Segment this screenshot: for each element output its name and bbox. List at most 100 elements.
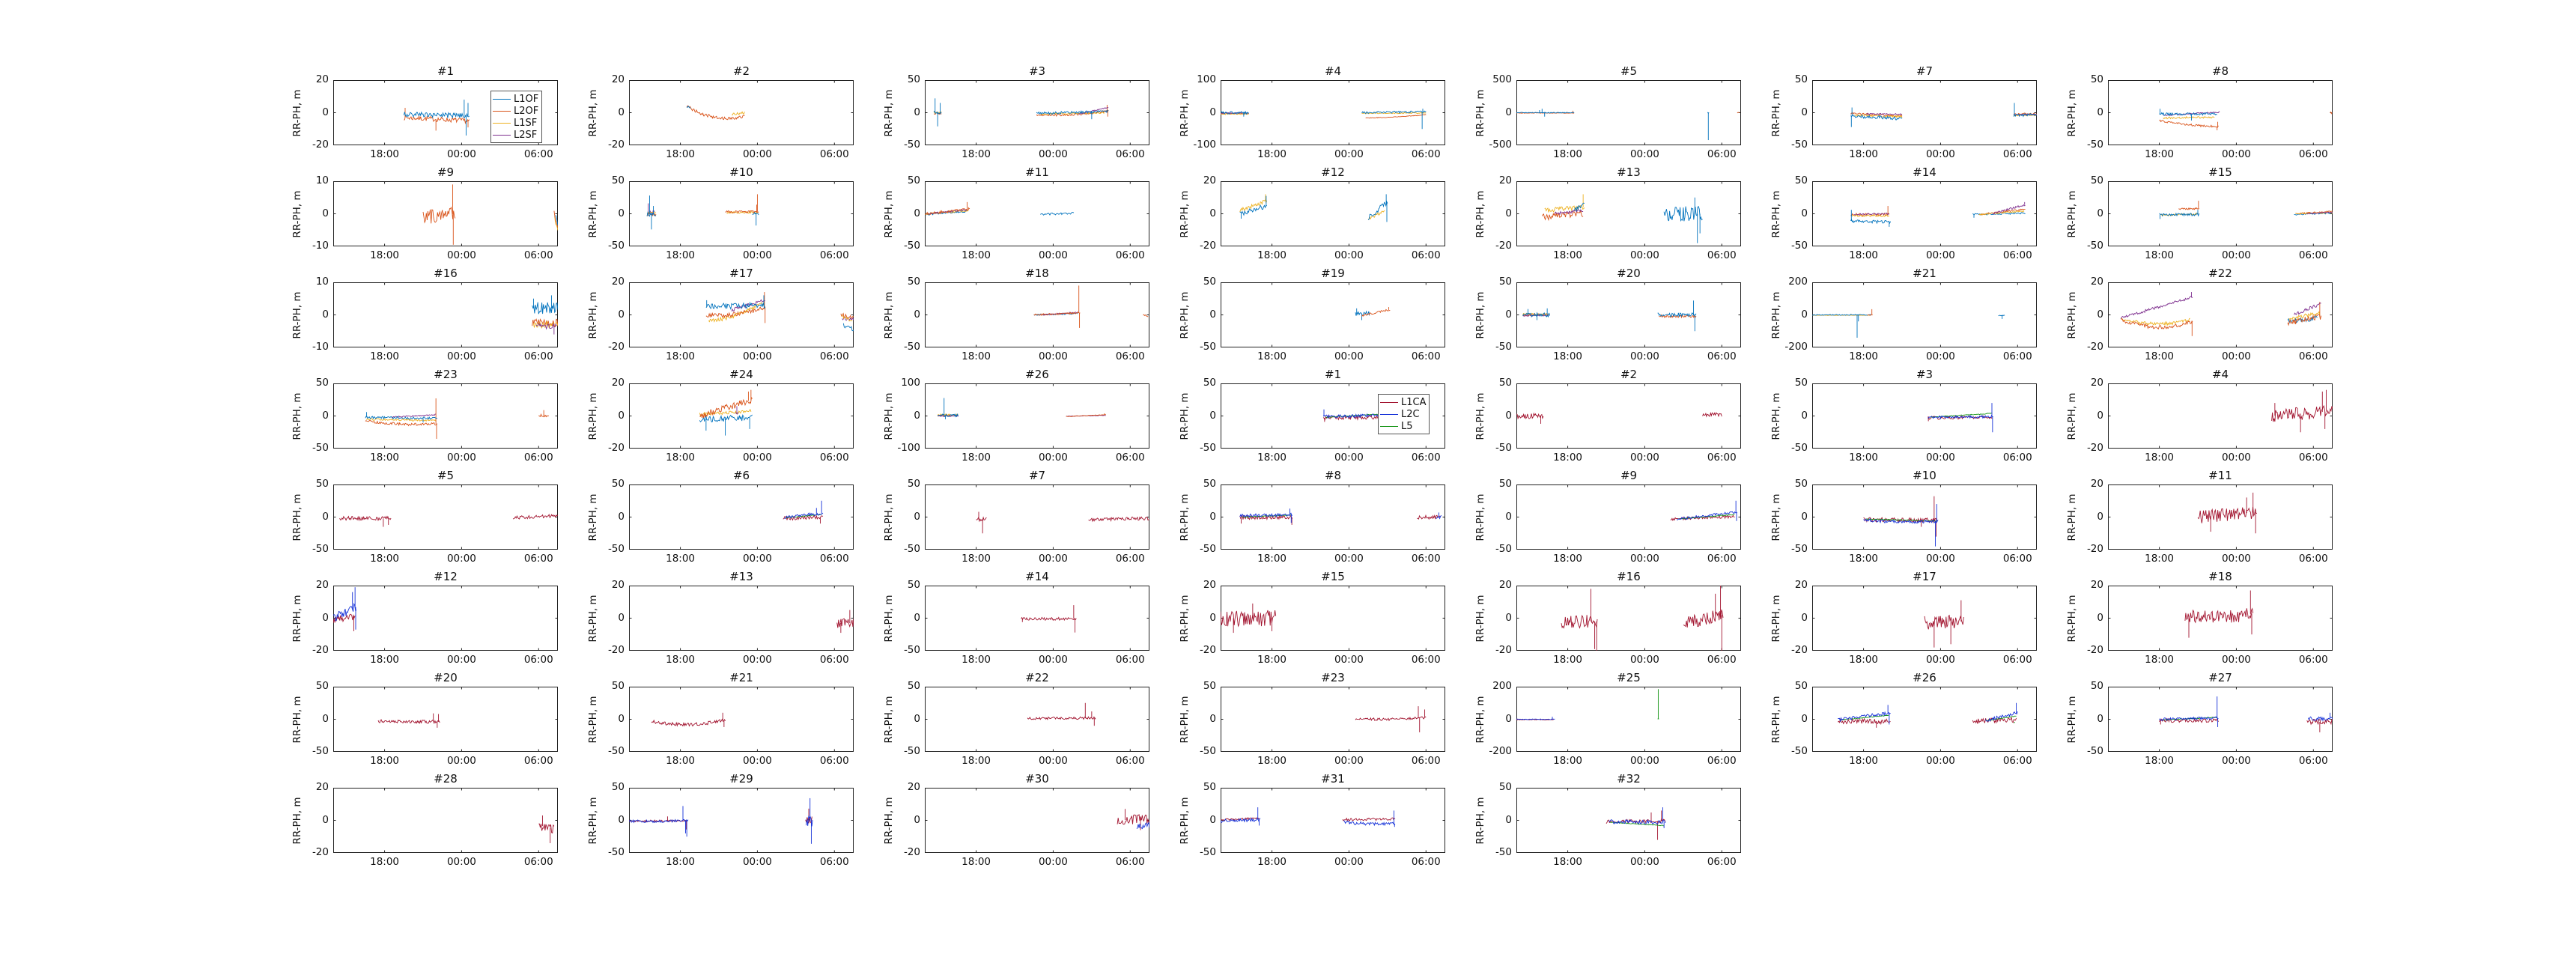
plot-area — [629, 687, 854, 752]
y-tick-label: -20 — [2086, 543, 2103, 555]
y-tick-label: -50 — [607, 240, 625, 252]
x-tick-label: 18:00 — [2145, 755, 2175, 767]
y-tick-label: 50 — [1794, 478, 1808, 490]
x-tick-label: 18:00 — [666, 755, 696, 767]
y-tick-label: 50 — [1498, 276, 1512, 288]
y-tick-label: 0 — [322, 409, 329, 422]
subplot-glonass-21: #21 RR-PH, m 200 0 -200 18:00 00:00 06:00 — [1770, 267, 2037, 362]
y-axis-label: RR-PH, m — [1474, 392, 1486, 440]
legend-entry: L1CA — [1380, 396, 1426, 408]
y-tick-label: -50 — [903, 543, 920, 555]
plot-area — [925, 687, 1149, 752]
y-tick-label: 50 — [907, 174, 920, 186]
subplot-title: #30 — [1025, 772, 1049, 786]
subplot-title: #14 — [1913, 165, 1936, 179]
subplot-title: #4 — [2211, 368, 2229, 381]
subplot-gps-28: #28 RR-PH, m 20 0 -20 18:00 00:00 06:00 — [291, 772, 558, 868]
x-tick-label: 06:00 — [819, 553, 849, 565]
x-tick-label: 00:00 — [742, 755, 772, 767]
y-axis-label: RR-PH, m — [1770, 88, 1782, 137]
x-tick-label: 06:00 — [819, 452, 849, 464]
plot-area — [1812, 586, 2037, 651]
subplot-glonass-18: #18 RR-PH, m 50 0 -50 18:00 00:00 06:00 — [883, 267, 1149, 362]
legend-line-swatch — [493, 134, 511, 136]
y-tick-label: 0 — [914, 813, 920, 826]
subplot-gps-12: #12 RR-PH, m 20 0 -20 18:00 00:00 06:00 — [291, 570, 558, 666]
x-tick-label: 06:00 — [1707, 148, 1737, 160]
y-tick-label: 0 — [1505, 207, 1512, 219]
subplot-title: #31 — [1321, 772, 1345, 786]
y-tick-label: -50 — [607, 745, 625, 757]
x-tick-label: 06:00 — [819, 249, 849, 261]
y-tick-label: -20 — [1790, 644, 1808, 656]
y-tick-label: -50 — [1790, 745, 1808, 757]
subplot-title: #6 — [732, 469, 750, 482]
y-tick-label: 20 — [2090, 377, 2103, 389]
subplot-gps-32: #32 RR-PH, m 50 0 -50 18:00 00:00 06:00 — [1474, 772, 1741, 868]
x-tick-label: 06:00 — [2298, 452, 2328, 464]
x-tick-label: 06:00 — [1115, 148, 1145, 160]
plot-area — [333, 586, 558, 651]
x-tick-label: 18:00 — [2145, 249, 2175, 261]
y-axis-label: RR-PH, m — [1179, 493, 1191, 541]
y-tick-label: -20 — [1199, 240, 1216, 252]
x-tick-label: 00:00 — [742, 856, 772, 868]
plot-area — [1812, 484, 2037, 550]
subplot-gps-30: #30 RR-PH, m 20 0 -20 18:00 00:00 06:00 — [883, 772, 1149, 868]
y-tick-label: 50 — [611, 781, 625, 793]
x-tick-label: 06:00 — [2002, 249, 2032, 261]
y-tick-label: -50 — [312, 543, 329, 555]
y-tick-label: 20 — [315, 781, 329, 793]
subplot-title: #12 — [434, 570, 458, 583]
y-tick-label: 0 — [914, 308, 920, 320]
y-axis-label: RR-PH, m — [1770, 695, 1782, 744]
y-axis-label: RR-PH, m — [1179, 796, 1191, 845]
x-tick-label: 18:00 — [962, 249, 991, 261]
y-tick-label: 50 — [1498, 377, 1512, 389]
x-tick-label: 00:00 — [1038, 249, 1068, 261]
y-axis-label: RR-PH, m — [291, 796, 303, 845]
subplot-title: #9 — [437, 165, 455, 179]
y-tick-label: 0 — [1801, 207, 1808, 219]
plot-area — [925, 484, 1149, 550]
subplot-glonass-3: #3 RR-PH, m 50 0 -50 18:00 00:00 06:00 — [883, 64, 1149, 160]
subplot-title: #2 — [1620, 368, 1638, 381]
x-tick-label: 00:00 — [1629, 148, 1659, 160]
y-tick-label: 0 — [1801, 611, 1808, 624]
x-tick-label: 18:00 — [2145, 148, 2175, 160]
y-tick-label: 50 — [611, 478, 625, 490]
plot-area — [1812, 80, 2037, 145]
x-tick-label: 18:00 — [962, 452, 991, 464]
y-tick-label: 0 — [322, 207, 329, 219]
x-tick-label: 00:00 — [1925, 553, 1955, 565]
y-tick-label: 0 — [1209, 712, 1216, 725]
x-tick-label: 00:00 — [1038, 856, 1068, 868]
y-tick-label: -50 — [903, 745, 920, 757]
y-tick-label: -50 — [2086, 745, 2103, 757]
x-tick-label: 00:00 — [446, 249, 476, 261]
y-tick-label: 20 — [611, 73, 625, 85]
y-tick-label: 0 — [1209, 611, 1216, 624]
subplot-title: #7 — [1916, 64, 1933, 78]
x-tick-label: 18:00 — [1257, 249, 1287, 261]
legend-line-swatch — [1380, 401, 1398, 403]
x-tick-label: 18:00 — [1257, 452, 1287, 464]
legend-label: L2SF — [514, 129, 538, 141]
y-tick-label: -50 — [1790, 442, 1808, 454]
subplot-title: #25 — [1617, 671, 1641, 684]
y-tick-label: 20 — [1498, 174, 1512, 186]
x-tick-label: 00:00 — [1334, 654, 1364, 666]
subplot-title: #21 — [1913, 267, 1936, 280]
x-tick-label: 00:00 — [742, 452, 772, 464]
y-tick-label: 0 — [1505, 611, 1512, 624]
y-tick-label: 50 — [611, 680, 625, 692]
y-axis-label: RR-PH, m — [883, 594, 895, 642]
y-tick-label: 0 — [2097, 207, 2103, 219]
y-axis-label: RR-PH, m — [2066, 695, 2078, 744]
plot-area — [629, 80, 854, 145]
subplot-title: #28 — [434, 772, 458, 786]
x-tick-label: 06:00 — [523, 452, 553, 464]
x-tick-label: 18:00 — [1849, 350, 1879, 362]
y-axis-label: RR-PH, m — [1179, 189, 1191, 238]
y-tick-label: -200 — [1784, 341, 1808, 353]
